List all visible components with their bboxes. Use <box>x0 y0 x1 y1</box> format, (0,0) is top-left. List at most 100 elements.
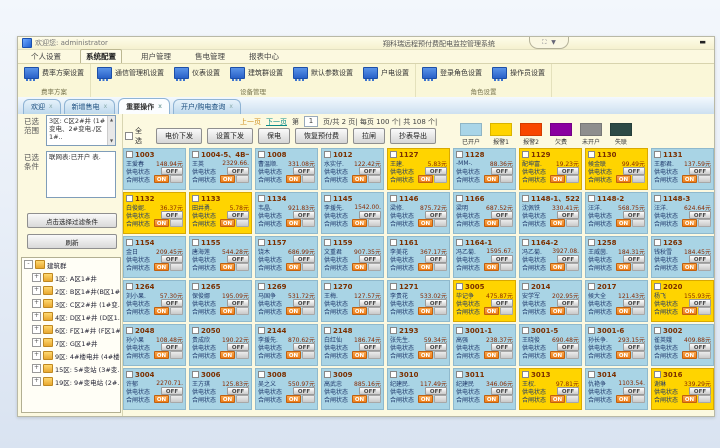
room-card[interactable]: 1148-1、522 沈佩铁 330.41元 供电状态 OFF 合闸状态 ON <box>519 192 582 234</box>
tree-item[interactable]: + 6区: F区1#井 (F区1#.. <box>22 323 120 336</box>
gate-on-button[interactable]: ON <box>352 175 367 183</box>
room-checkbox[interactable] <box>258 283 265 290</box>
dropdown-icon[interactable]: ▼ <box>551 39 556 46</box>
expand-icon[interactable]: + <box>32 377 41 386</box>
supply-off-button[interactable]: OFF <box>293 167 315 175</box>
supply-off-button[interactable]: OFF <box>689 255 711 263</box>
tab-close-icon[interactable]: x <box>49 103 53 110</box>
gate-on-button[interactable]: ON <box>220 307 235 315</box>
room-card[interactable]: 1159 文重君 907.35元 供电状态 OFF 合闸状态 ON <box>321 236 384 278</box>
room-card[interactable]: 1157 饶木 686.99元 供电状态 OFF 合闸状态 ON <box>255 236 318 278</box>
gate-on-button[interactable]: ON <box>352 395 367 403</box>
supply-off-button[interactable]: OFF <box>227 167 249 175</box>
gate-on-button[interactable]: ON <box>682 219 697 227</box>
room-card[interactable]: 1003 王爱春 148.94元 供电状态 OFF 合闸状态 ON <box>123 148 186 190</box>
room-card[interactable]: 1008 曹温顺. 331.08元 供电状态 OFF 合闸状态 ON <box>255 148 318 190</box>
room-checkbox[interactable] <box>192 195 199 202</box>
room-checkbox[interactable] <box>390 195 397 202</box>
supply-off-button[interactable]: OFF <box>491 299 513 307</box>
room-card[interactable]: 1258 王威茵. 184.31元 供电状态 OFF 合闸状态 ON <box>585 236 648 278</box>
room-card[interactable]: 2148 白红仙 186.74元 供电状态 OFF 合闸状态 ON <box>321 324 384 366</box>
room-checkbox[interactable] <box>456 151 463 158</box>
ribbon-button[interactable]: 费率方案设置 <box>24 67 84 81</box>
room-card[interactable]: 3013 王权. 97.81元 供电状态 OFF 合闸状态 ON <box>519 368 582 410</box>
gate-on-button[interactable]: ON <box>418 351 433 359</box>
gate-on-button[interactable]: ON <box>484 307 499 315</box>
gate-on-button[interactable]: ON <box>550 395 565 403</box>
supply-off-button[interactable]: OFF <box>227 299 249 307</box>
room-card[interactable]: 3004 许郁 2270.71. 供电状态 OFF 合闸状态 ON <box>123 368 186 410</box>
gate-on-button[interactable]: ON <box>616 219 631 227</box>
supply-off-button[interactable]: OFF <box>425 167 447 175</box>
range-scrollbar[interactable]: ▲ ▼ <box>107 116 115 145</box>
gate-on-button[interactable]: ON <box>286 263 301 271</box>
gate-on-button[interactable]: ON <box>616 351 631 359</box>
menu-item[interactable]: 报表中心 <box>249 52 279 61</box>
supply-off-button[interactable]: OFF <box>491 167 513 175</box>
gate-on-button[interactable]: ON <box>550 351 565 359</box>
room-checkbox[interactable] <box>324 283 331 290</box>
tree-item[interactable]: + 2区: B区1#井(B区1#.. <box>22 284 120 297</box>
room-checkbox[interactable] <box>258 239 265 246</box>
supply-off-button[interactable]: OFF <box>227 211 249 219</box>
supply-off-button[interactable]: OFF <box>425 299 447 307</box>
room-checkbox[interactable] <box>456 239 463 246</box>
room-checkbox[interactable] <box>456 327 463 334</box>
supply-off-button[interactable]: OFF <box>293 387 315 395</box>
toolbar-button[interactable]: 抄表导出 <box>390 128 436 144</box>
minimize-button[interactable]: ▬ <box>699 38 706 46</box>
room-card[interactable]: 2017 候大全 121.43元 供电状态 OFF 合闸状态 ON <box>585 280 648 322</box>
room-checkbox[interactable] <box>522 151 529 158</box>
gate-on-button[interactable]: ON <box>220 351 235 359</box>
gate-on-button[interactable]: ON <box>682 263 697 271</box>
expand-icon[interactable]: + <box>32 351 41 360</box>
scroll-down-icon[interactable]: ▼ <box>109 138 114 143</box>
room-checkbox[interactable] <box>324 195 331 202</box>
document-tab[interactable]: 新增售电 x <box>63 99 116 114</box>
room-card[interactable]: 3001-5 王晓俊 690.48元 供电状态 OFF 合闸状态 ON <box>519 324 582 366</box>
gate-on-button[interactable]: ON <box>418 395 433 403</box>
ribbon-button[interactable]: 默认参数设置 <box>293 67 353 81</box>
room-checkbox[interactable] <box>522 239 529 246</box>
supply-off-button[interactable]: OFF <box>623 211 645 219</box>
supply-off-button[interactable]: OFF <box>491 343 513 351</box>
expand-icon[interactable]: + <box>32 273 41 282</box>
room-checkbox[interactable] <box>588 283 595 290</box>
room-card[interactable]: 2020 杨飞 155.93元 供电状态 OFF 合闸状态 ON <box>651 280 714 322</box>
room-checkbox[interactable] <box>390 327 397 334</box>
supply-off-button[interactable]: OFF <box>689 343 711 351</box>
supply-off-button[interactable]: OFF <box>623 255 645 263</box>
room-card[interactable]: 1128 -MM-. 88.36元 供电状态 OFF 合闸状态 ON <box>453 148 516 190</box>
selected-range-box[interactable]: 3区: C区2#井 (1#变电、2#变电./区1#.. ▲ ▼ <box>46 115 116 146</box>
supply-off-button[interactable]: OFF <box>359 211 381 219</box>
room-checkbox[interactable] <box>126 283 133 290</box>
gate-on-button[interactable]: ON <box>286 395 301 403</box>
gate-on-button[interactable]: ON <box>154 175 169 183</box>
room-checkbox[interactable] <box>126 151 133 158</box>
room-checkbox[interactable] <box>522 283 529 290</box>
ribbon-button[interactable]: 通信管理机设置 <box>97 67 164 81</box>
supply-off-button[interactable]: OFF <box>557 167 579 175</box>
supply-off-button[interactable]: OFF <box>491 255 513 263</box>
room-card[interactable]: 1131 王郡君. 137.59元 供电状态 OFF 合闸状态 ON <box>651 148 714 190</box>
gate-on-button[interactable]: ON <box>220 219 235 227</box>
gate-on-button[interactable]: ON <box>352 263 367 271</box>
selected-condition-box[interactable]: 联网表:已开户 表. <box>46 151 116 198</box>
gate-on-button[interactable]: ON <box>550 175 565 183</box>
gate-on-button[interactable]: ON <box>484 175 499 183</box>
toolbar-button[interactable]: 设置下发 <box>207 128 253 144</box>
room-card[interactable]: 3006 王方琪 125.83元 供电状态 OFF 合闸状态 ON <box>189 368 252 410</box>
room-card[interactable]: 1004-5、4B一 王英 2329.66. 供电状态 OFF 合闸状态 ON <box>189 148 252 190</box>
supply-off-button[interactable]: OFF <box>161 387 183 395</box>
gate-on-button[interactable]: ON <box>484 351 499 359</box>
gate-on-button[interactable]: ON <box>484 395 499 403</box>
gate-on-button[interactable]: ON <box>154 351 169 359</box>
room-checkbox[interactable] <box>258 195 265 202</box>
room-checkbox[interactable] <box>258 371 265 378</box>
gate-on-button[interactable]: ON <box>154 307 169 315</box>
restore-icon[interactable]: ⛶ <box>542 38 547 46</box>
gate-on-button[interactable]: ON <box>418 219 433 227</box>
tab-close-icon[interactable]: x <box>158 102 162 110</box>
gate-on-button[interactable]: ON <box>154 263 169 271</box>
room-checkbox[interactable] <box>324 239 331 246</box>
